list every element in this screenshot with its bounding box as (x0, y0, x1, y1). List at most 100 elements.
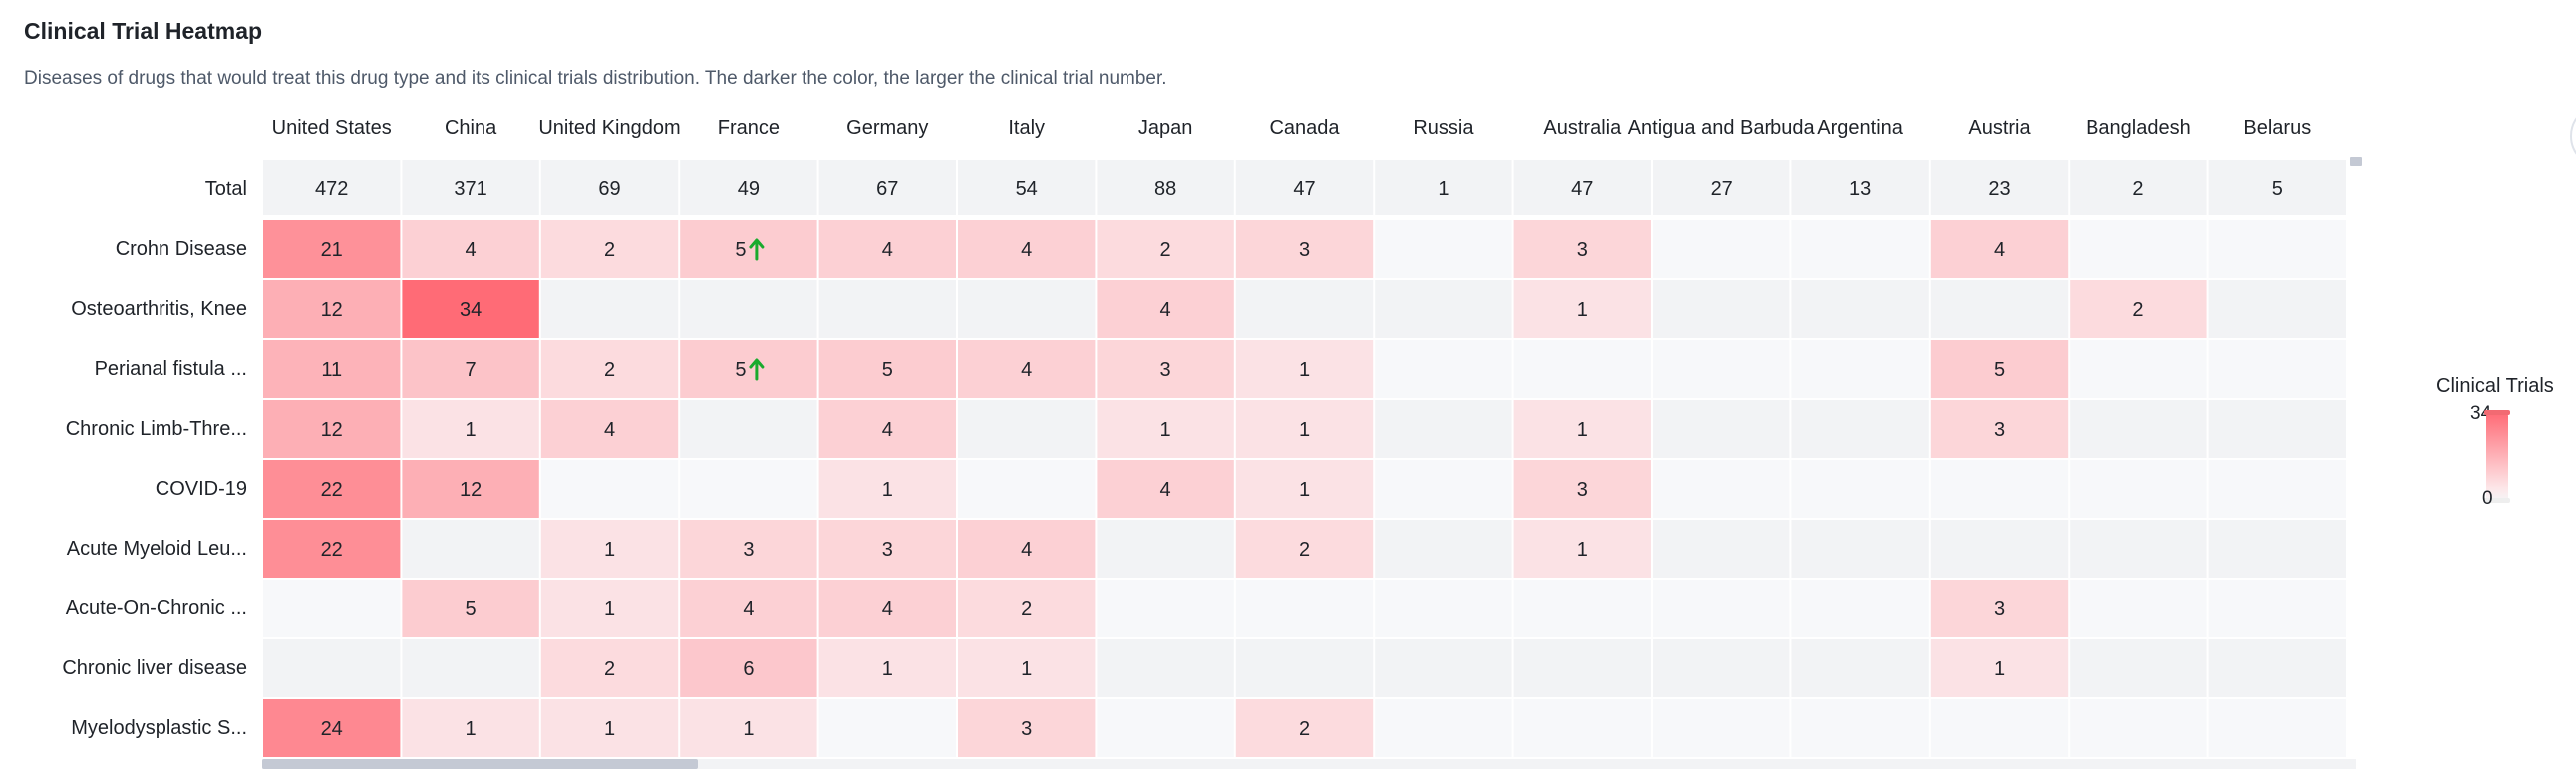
row-label: Perianal fistula ... (95, 358, 247, 380)
heatmap-cell (2209, 460, 2346, 518)
heatmap-cell (680, 340, 816, 398)
heatmap-cell (263, 639, 400, 697)
cell-value: 6 (743, 658, 754, 680)
cell-value: 1 (1021, 658, 1032, 680)
cell-value: 22 (321, 479, 343, 501)
cell-value: 4 (466, 239, 477, 261)
heatmap-cell (1375, 699, 1511, 757)
column-header: Bangladesh (2086, 117, 2191, 139)
cell-value: 3 (1299, 239, 1310, 261)
heatmap-cell (1375, 280, 1511, 338)
cell-value: 12 (321, 299, 343, 321)
row-label: Acute Myeloid Leu... (67, 538, 247, 560)
heatmap-cell (1097, 639, 1233, 697)
cell-value: 1 (604, 598, 615, 620)
heatmap-cell (541, 280, 678, 338)
cell-value: 12 (460, 479, 482, 501)
row-label: COVID-19 (156, 478, 247, 500)
cell-value: 3 (882, 539, 893, 561)
cell-value: 3 (1021, 718, 1032, 740)
cell-value: 1 (743, 718, 754, 740)
heatmap-cell (1791, 699, 1928, 757)
cell-value: 2 (604, 239, 615, 261)
heatmap-cell (1375, 639, 1511, 697)
heatmap-cell (402, 520, 538, 578)
heatmap-cell (819, 699, 956, 757)
heatmap-cell (1375, 460, 1511, 518)
cell-value: 2 (604, 359, 615, 381)
column-header: United States (272, 117, 392, 139)
cell-value: 2 (604, 658, 615, 680)
column-header: Belarus (2243, 117, 2311, 139)
legend-max-handle[interactable] (2484, 410, 2510, 415)
cell-value: 2 (1160, 239, 1171, 261)
total-value: 67 (876, 178, 898, 199)
cell-value: 1 (604, 539, 615, 561)
row-label: Osteoarthritis, Knee (71, 298, 247, 320)
heatmap-cell (819, 280, 956, 338)
heatmap-cell (1791, 220, 1928, 278)
cell-value: 2 (1299, 539, 1310, 561)
cell-value: 21 (321, 239, 343, 261)
column-header: Italy (1008, 117, 1045, 139)
cell-value: 4 (882, 598, 893, 620)
heatmap-cell (2070, 699, 2206, 757)
total-value: 371 (454, 178, 486, 199)
cell-value: 4 (882, 239, 893, 261)
cell-value: 2 (1299, 718, 1310, 740)
heatmap-cell (1375, 220, 1511, 278)
row-label: Crohn Disease (116, 238, 247, 260)
cell-value: 1 (882, 658, 893, 680)
column-header: Austria (1968, 117, 2031, 139)
cell-value: 1 (1299, 419, 1310, 441)
heatmap-cell (1514, 580, 1651, 637)
cell-value: 1 (604, 718, 615, 740)
heatmap-cell (2070, 220, 2206, 278)
heatmap-cell (1375, 400, 1511, 458)
cell-value: 5 (466, 598, 477, 620)
vertical-scroll-thumb[interactable] (2350, 157, 2362, 166)
heatmap-cell (2070, 580, 2206, 637)
row-label: Acute-On-Chronic ... (66, 597, 247, 619)
column-header: Germany (846, 117, 928, 139)
heatmap-cell (1236, 280, 1373, 338)
heatmap-cell (1653, 580, 1789, 637)
cell-value: 7 (466, 359, 477, 381)
total-value: 13 (1849, 178, 1871, 199)
cell-value: 3 (1577, 479, 1588, 501)
heatmap-cell (1931, 520, 2068, 578)
heatmap-cell (1236, 639, 1373, 697)
cell-value: 11 (321, 359, 342, 381)
heatmap-cell (680, 460, 816, 518)
heatmap-cell (2209, 400, 2346, 458)
cell-value: 5 (1994, 359, 2005, 381)
cell-value: 3 (1577, 239, 1588, 261)
cell-value: 4 (604, 419, 615, 441)
horizontal-scroll-thumb[interactable] (262, 759, 698, 769)
cell-value: 1 (1299, 479, 1310, 501)
total-value: 54 (1016, 178, 1038, 199)
heatmap-cell (1375, 340, 1511, 398)
heatmap-cell (1791, 520, 1928, 578)
row-label: Chronic liver disease (62, 657, 247, 679)
cell-value: 2 (1021, 598, 1032, 620)
heatmap-cell (1653, 520, 1789, 578)
column-header: United Kingdom (538, 117, 680, 139)
cell-value: 1 (1994, 658, 2005, 680)
heatmap-cell (2070, 400, 2206, 458)
heatmap-cell (1653, 460, 1789, 518)
cell-value: 4 (743, 598, 754, 620)
heatmap-cell (2209, 340, 2346, 398)
legend-title: Clinical Trials (2436, 375, 2554, 398)
cell-value: 22 (321, 539, 343, 561)
heatmap-cell (1514, 639, 1651, 697)
total-value: 69 (598, 178, 620, 199)
cell-value: 4 (1994, 239, 2005, 261)
heatmap-cell (1653, 699, 1789, 757)
total-value: 47 (1293, 178, 1315, 199)
row-label: Chronic Limb-Thre... (66, 418, 247, 440)
cell-value: 12 (321, 419, 343, 441)
cell-value: 3 (743, 539, 754, 561)
column-header: Russia (1413, 117, 1474, 139)
heatmap-cell (1791, 639, 1928, 697)
